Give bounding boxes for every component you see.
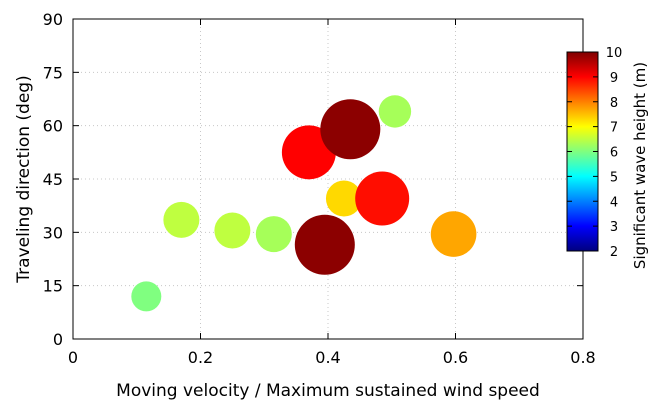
y-tick-label: 15: [43, 277, 63, 296]
data-point: [355, 171, 410, 226]
data-point: [320, 99, 381, 160]
x-tick-label: 0.4: [315, 348, 340, 367]
x-tick-label: 0.6: [443, 348, 468, 367]
colorbar-title: Significant wave height (m): [631, 62, 649, 269]
y-tick-label: 90: [43, 10, 63, 29]
x-tick-label: 0.2: [188, 348, 213, 367]
colorbar-ticks: 2 3 4 5 6 7 8 9 10: [567, 46, 622, 260]
y-axis-ticks: 0 15 30 45 60 75 90: [43, 10, 583, 349]
grid-lines: [73, 19, 583, 339]
y-axis-title: Traveling direction (deg): [14, 75, 34, 283]
colorbar-tick-label: 5: [610, 170, 618, 185]
data-point: [131, 281, 162, 312]
x-tick-label: 0: [68, 348, 78, 367]
y-tick-label: 30: [43, 223, 63, 242]
data-point: [255, 216, 292, 253]
x-axis-title: Moving velocity / Maximum sustained wind…: [116, 381, 540, 401]
data-point: [294, 214, 355, 275]
colorbar: [566, 51, 599, 252]
y-tick-label: 0: [53, 330, 63, 349]
data-points: [131, 95, 477, 312]
colorbar-tick-label: 3: [610, 220, 618, 235]
colorbar-tick-label: 4: [610, 195, 618, 210]
colorbar-tick-label: 2: [610, 245, 618, 260]
y-tick-label: 75: [43, 63, 63, 82]
data-point: [430, 211, 477, 257]
data-point: [378, 95, 412, 128]
y-tick-label: 60: [43, 117, 63, 136]
colorbar-tick-label: 8: [610, 96, 618, 111]
colorbar-tick-label: 7: [610, 121, 618, 136]
data-point: [325, 180, 362, 217]
data-point: [163, 201, 200, 238]
colorbar-tick-label: 10: [606, 46, 623, 61]
data-point: [214, 212, 251, 249]
colorbar-tick-label: 9: [610, 71, 618, 86]
colorbar-tick-label: 6: [610, 146, 618, 161]
y-tick-label: 45: [43, 170, 63, 189]
x-axis-ticks: 0 0.2 0.4 0.6 0.8: [68, 19, 596, 367]
x-tick-label: 0.8: [570, 348, 595, 367]
